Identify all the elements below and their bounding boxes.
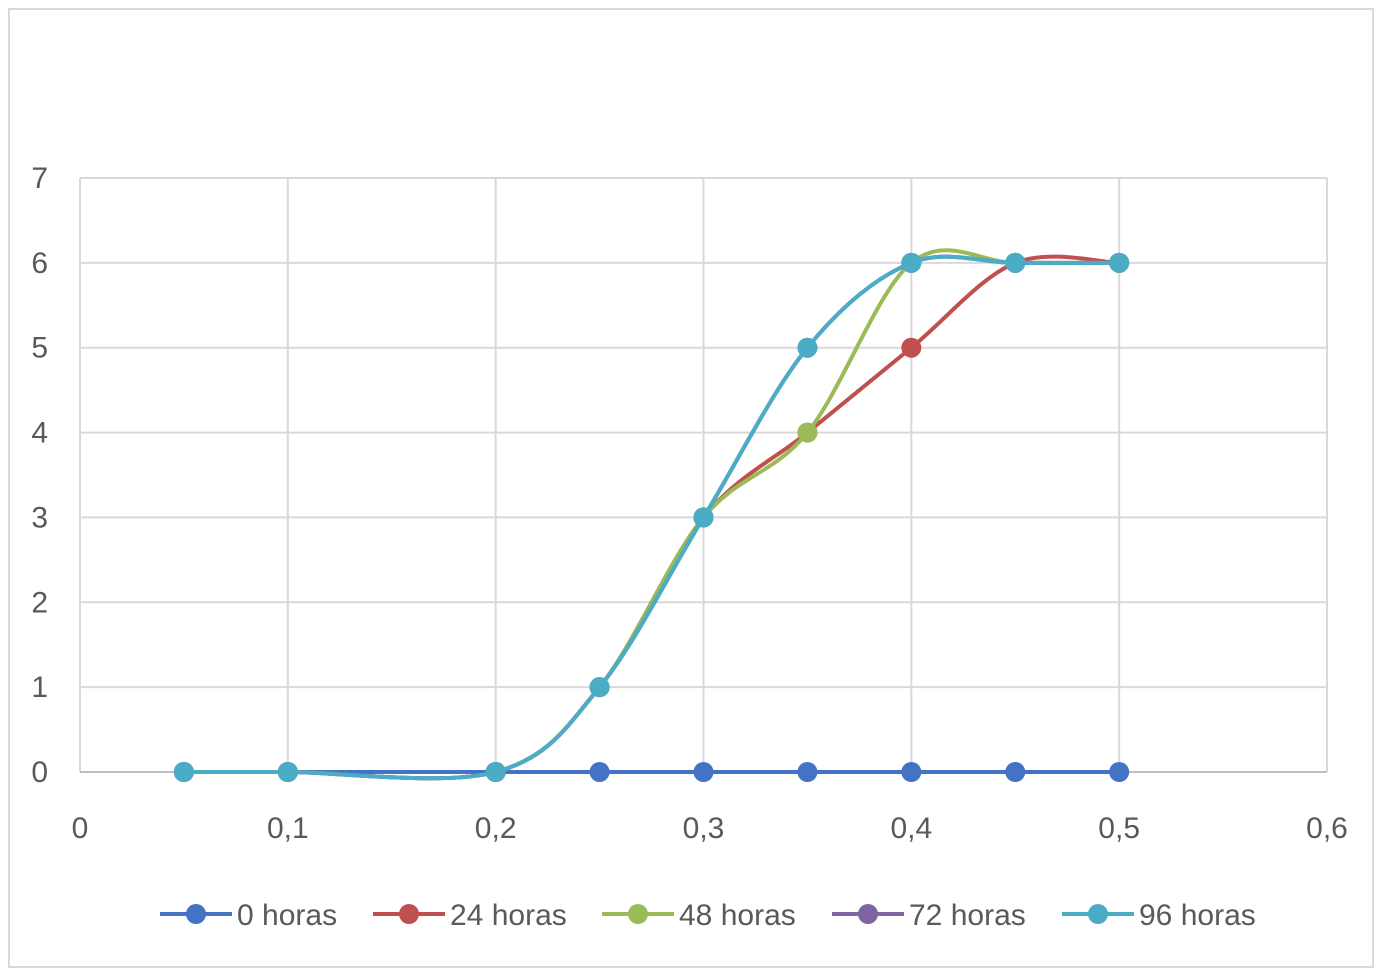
data-point <box>797 762 817 782</box>
legend-label: 96 horas <box>1139 899 1256 932</box>
data-point <box>1005 253 1025 273</box>
data-point <box>590 762 610 782</box>
legend-item: 48 horas <box>602 899 796 932</box>
axis-tick-labels: 0 1 2 3 4 5 6 7 0 0,1 0,2 0,3 0,4 0,5 0,6 <box>31 162 1348 845</box>
data-point <box>1109 762 1129 782</box>
y-tick-label: 5 <box>31 332 48 365</box>
data-point <box>174 762 194 782</box>
y-tick-label: 7 <box>31 162 48 195</box>
legend-swatch-marker <box>186 904 206 924</box>
x-tick-label: 0,6 <box>1306 812 1348 845</box>
x-tick-label: 0,5 <box>1098 812 1140 845</box>
legend-label: 0 horas <box>237 899 337 932</box>
legend-item: 24 horas <box>373 899 567 932</box>
legend-item: 96 horas <box>1062 899 1256 932</box>
legend-item: 0 horas <box>160 899 337 932</box>
x-tick-label: 0,4 <box>890 812 932 845</box>
data-point <box>486 762 506 782</box>
data-point <box>901 762 921 782</box>
data-point <box>1109 253 1129 273</box>
legend-label: 48 horas <box>679 899 796 932</box>
x-tick-label: 0,2 <box>475 812 517 845</box>
series-48-horas <box>174 250 1129 782</box>
legend-swatch-marker <box>399 904 419 924</box>
x-tick-label: 0,1 <box>267 812 309 845</box>
y-tick-label: 2 <box>31 586 48 619</box>
legend-item: 72 horas <box>832 899 1026 932</box>
legend-label: 24 horas <box>450 899 567 932</box>
legend-swatch-marker <box>1088 904 1108 924</box>
y-tick-label: 1 <box>31 671 48 704</box>
y-tick-label: 0 <box>31 756 48 789</box>
series-line <box>184 250 1119 778</box>
legend-swatch-marker <box>628 904 648 924</box>
data-point <box>278 762 298 782</box>
x-tick-label: 0 <box>72 812 89 845</box>
data-point <box>1005 762 1025 782</box>
y-tick-label: 6 <box>31 247 48 280</box>
legend: 0 horas 24 horas 48 horas 72 horas 96 horas <box>160 899 1256 932</box>
legend-label: 72 horas <box>909 899 1026 932</box>
x-tick-label: 0,3 <box>683 812 725 845</box>
data-point <box>694 762 714 782</box>
data-point <box>694 507 714 527</box>
data-point <box>797 338 817 358</box>
y-tick-label: 4 <box>31 417 48 450</box>
legend-swatch-marker <box>858 904 878 924</box>
data-point <box>901 338 921 358</box>
data-point <box>590 677 610 697</box>
series-lines <box>174 250 1129 782</box>
gridlines <box>80 178 1327 772</box>
data-point <box>901 253 921 273</box>
y-tick-label: 3 <box>31 501 48 534</box>
data-point <box>797 423 817 443</box>
